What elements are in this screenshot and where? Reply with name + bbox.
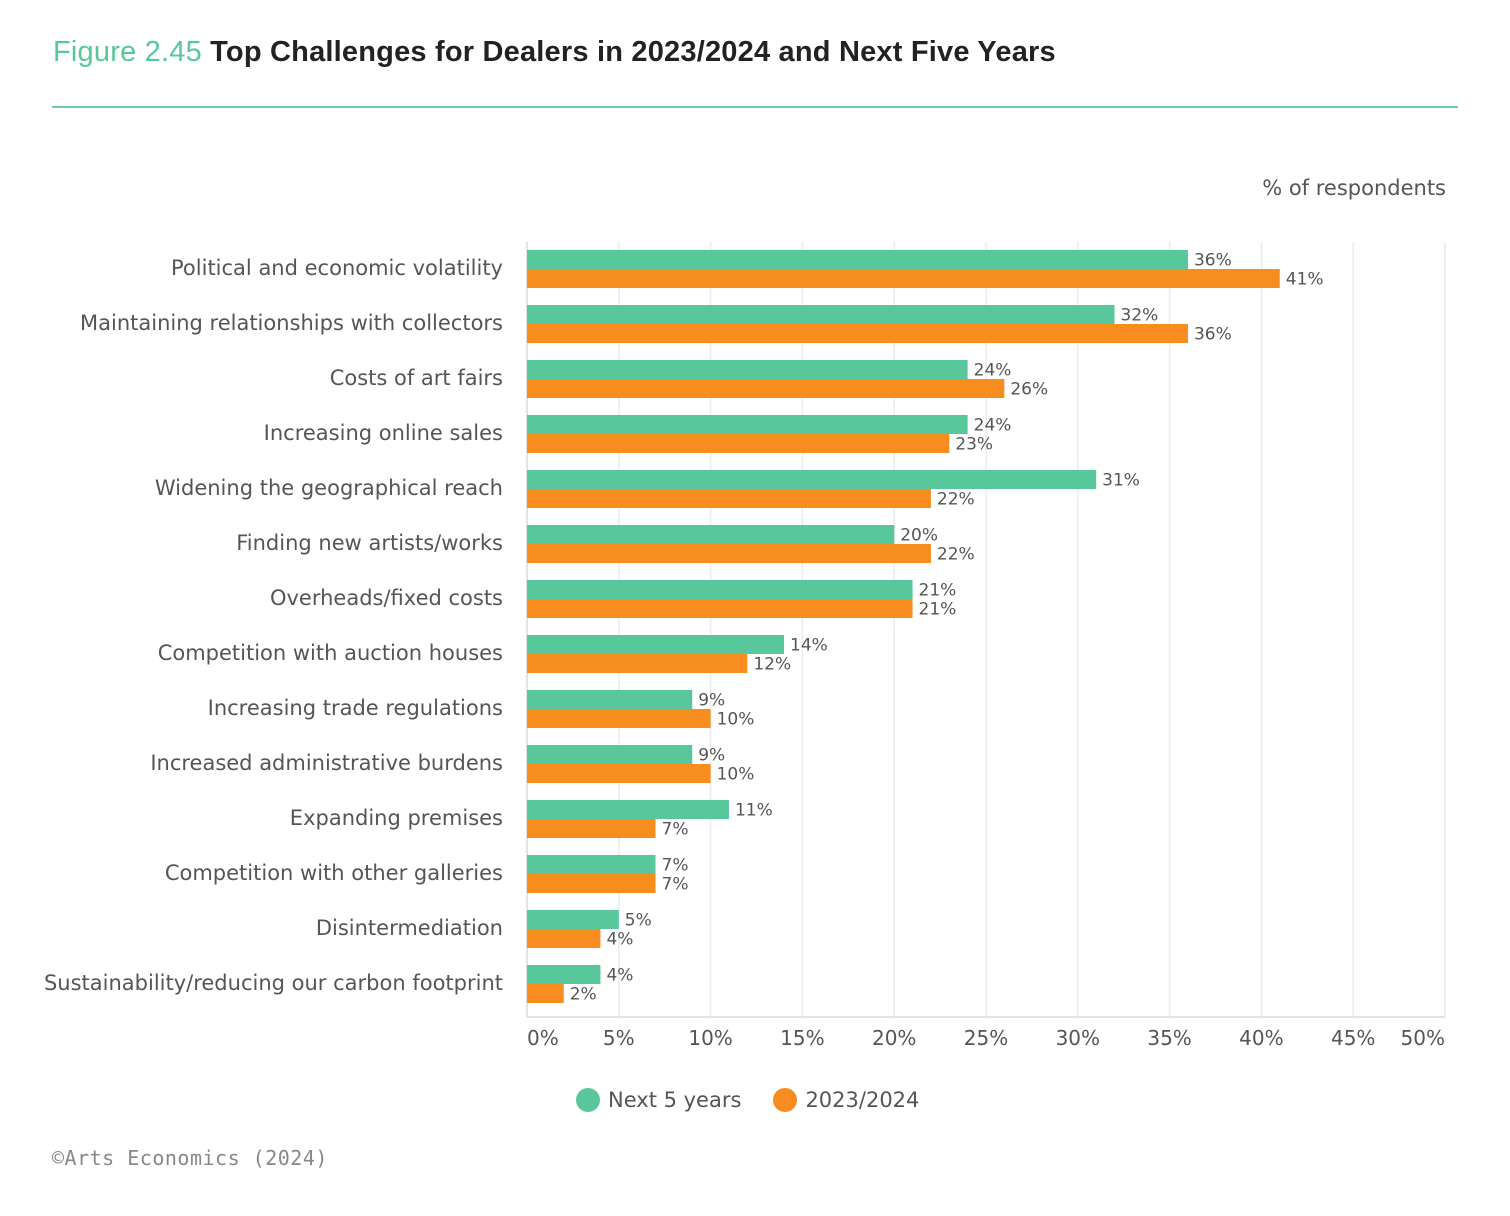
data-label-next5: 11% [735, 801, 773, 821]
bar-next5 [527, 360, 968, 379]
data-label-next5: 4% [606, 966, 633, 986]
figure-title: Top Challenges for Dealers in 2023/2024 … [210, 36, 1056, 68]
category-label: Maintaining relationships with collector… [80, 311, 503, 335]
data-label-next5: 14% [790, 636, 828, 656]
data-label-next5: 36% [1194, 251, 1232, 271]
data-label-current: 26% [1010, 380, 1048, 400]
legend-item-next5: Next 5 years [576, 1088, 741, 1112]
data-label-next5: 5% [625, 911, 652, 931]
legend-label-current: 2023/2024 [805, 1088, 920, 1112]
category-label: Widening the geographical reach [155, 476, 503, 500]
source-credit: ©Arts Economics (2024) [52, 1146, 328, 1170]
data-label-current: 41% [1286, 270, 1324, 290]
unit-label: % of respondents [1262, 176, 1446, 200]
bar-current [527, 654, 748, 673]
x-tick-label: 0% [527, 1026, 559, 1050]
data-label-current: 22% [937, 490, 975, 510]
x-tick-label: 35% [1147, 1026, 1191, 1050]
bar-next5 [527, 415, 968, 434]
bar-current [527, 984, 564, 1003]
bar-next5 [527, 525, 895, 544]
bar-current [527, 874, 656, 893]
data-label-current: 21% [919, 600, 957, 620]
bar-next5 [527, 745, 693, 764]
chart-legend: Next 5 years 2023/2024 [576, 1088, 951, 1112]
data-label-next5: 24% [974, 361, 1012, 381]
header-divider [52, 106, 1458, 108]
data-label-current: 36% [1194, 325, 1232, 345]
data-label-next5: 24% [974, 416, 1012, 436]
data-label-next5: 20% [900, 526, 938, 546]
x-tick-label: 25% [964, 1026, 1008, 1050]
data-label-next5: 9% [698, 746, 725, 766]
data-label-next5: 32% [1121, 306, 1159, 326]
category-label: Political and economic volatility [171, 256, 503, 280]
data-label-next5: 21% [919, 581, 957, 601]
category-label: Sustainability/reducing our carbon footp… [44, 971, 503, 995]
x-tick-label: 5% [603, 1026, 635, 1050]
legend-item-current: 2023/2024 [773, 1088, 919, 1112]
data-label-current: 23% [955, 435, 993, 455]
x-tick-label: 10% [688, 1026, 732, 1050]
category-label: Overheads/fixed costs [270, 586, 503, 610]
bar-next5 [527, 855, 656, 874]
bar-current [527, 544, 931, 563]
data-label-current: 22% [937, 545, 975, 565]
data-label-next5: 9% [698, 691, 725, 711]
data-label-current: 7% [662, 875, 689, 895]
bar-next5 [527, 305, 1115, 324]
category-label: Competition with other galleries [165, 861, 503, 885]
data-label-current: 2% [570, 985, 597, 1005]
bar-next5 [527, 250, 1188, 269]
bar-next5 [527, 965, 601, 984]
category-label: Increasing trade regulations [208, 696, 503, 720]
category-label: Expanding premises [290, 806, 503, 830]
x-tick-label: 50% [1401, 1026, 1445, 1050]
data-label-current: 10% [717, 765, 755, 785]
category-label: Increased administrative burdens [150, 751, 503, 775]
bar-current [527, 324, 1188, 343]
bar-next5 [527, 470, 1097, 489]
category-label: Increasing online sales [264, 421, 503, 445]
bar-next5 [527, 635, 785, 654]
bar-current [527, 269, 1280, 288]
legend-swatch-current [773, 1088, 798, 1112]
figure-number: Figure 2.45 [53, 36, 202, 68]
category-label: Costs of art fairs [330, 366, 503, 390]
bar-next5 [527, 580, 913, 599]
bar-current [527, 434, 950, 453]
bar-current [527, 764, 711, 783]
data-label-next5: 7% [662, 856, 689, 876]
x-tick-label: 15% [780, 1026, 824, 1050]
x-tick-label: 30% [1056, 1026, 1100, 1050]
data-label-current: 12% [753, 655, 791, 675]
category-label: Competition with auction houses [158, 641, 503, 665]
data-label-current: 4% [606, 930, 633, 950]
bar-current [527, 819, 656, 838]
bar-next5 [527, 800, 729, 819]
data-label-current: 10% [717, 710, 755, 730]
x-tick-label: 45% [1331, 1026, 1375, 1050]
bar-next5 [527, 910, 619, 929]
legend-swatch-next5 [576, 1088, 600, 1112]
bar-current [527, 709, 711, 728]
bar-current [527, 489, 931, 508]
x-tick-label: 40% [1239, 1026, 1283, 1050]
category-label: Disintermediation [316, 916, 503, 940]
x-tick-label: 20% [872, 1026, 916, 1050]
bar-current [527, 929, 601, 948]
category-label: Finding new artists/works [236, 531, 503, 555]
bar-current [527, 379, 1005, 398]
bar-current [527, 599, 913, 618]
legend-label-next5: Next 5 years [608, 1088, 742, 1112]
bar-next5 [527, 690, 693, 709]
data-label-current: 7% [662, 820, 689, 840]
figure-heading: Figure 2.45 Top Challenges for Dealers i… [53, 36, 1056, 69]
data-label-next5: 31% [1102, 471, 1140, 491]
